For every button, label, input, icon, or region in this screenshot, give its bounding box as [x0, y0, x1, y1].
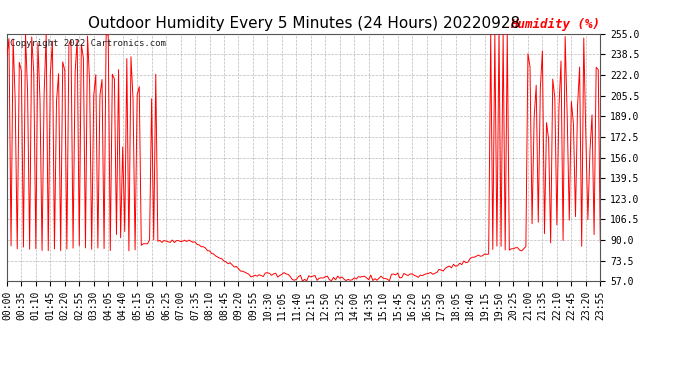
Text: Humidity (%): Humidity (%) — [511, 18, 600, 31]
Text: Copyright 2022 Cartronics.com: Copyright 2022 Cartronics.com — [10, 39, 166, 48]
Title: Outdoor Humidity Every 5 Minutes (24 Hours) 20220928: Outdoor Humidity Every 5 Minutes (24 Hou… — [88, 16, 520, 31]
